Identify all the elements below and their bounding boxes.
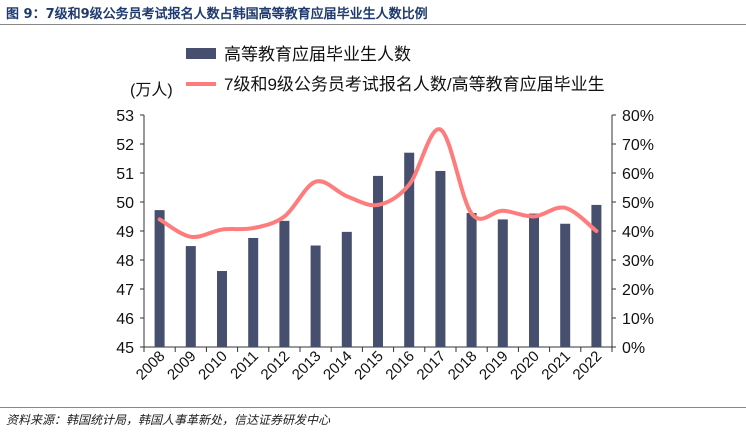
left-tick-label: 51 [116, 166, 134, 183]
x-tick-label: 2008 [133, 348, 169, 384]
x-tick-label: 2021 [538, 348, 574, 384]
left-tick-label: 46 [116, 311, 134, 328]
right-tick-label: 60% [622, 166, 654, 183]
bar-2020 [529, 213, 539, 347]
right-tick-label: 0% [622, 340, 645, 357]
x-tick-label: 2018 [445, 348, 481, 384]
left-tick-label: 47 [116, 282, 134, 299]
bar-2015 [373, 175, 383, 347]
left-axis-label: (万人) [130, 81, 173, 99]
bar-2022 [591, 204, 602, 347]
right-tick-label: 50% [622, 195, 654, 212]
chart-title: 图 9：7级和9级公务员考试报名人数占韩国高等教育应届毕业生人数比例 [6, 7, 428, 22]
bar-2008 [154, 210, 165, 347]
source-divider [0, 407, 746, 408]
x-tick-label: 2013 [289, 348, 325, 384]
right-tick-label: 80% [622, 108, 654, 125]
x-tick-label: 2020 [507, 348, 543, 384]
bar-2017 [435, 170, 446, 347]
bar-2010 [217, 271, 227, 347]
left-tick-label: 48 [116, 253, 134, 270]
right-tick-label: 70% [622, 137, 654, 154]
bar-2021 [560, 223, 571, 347]
x-tick-label: 2022 [570, 348, 606, 384]
x-tick-label: 2017 [414, 348, 450, 384]
bar-2011 [248, 237, 259, 347]
legend-line-label: 7级和9级公务员考试报名人数/高等教育应届毕业生 [224, 75, 605, 94]
source-note: 资料来源：韩国统计局，韩国人事革新处，信达证券研发中心 [6, 413, 331, 427]
bar-2016 [404, 152, 415, 347]
x-tick-label: 2011 [227, 348, 262, 383]
left-tick-label: 53 [116, 108, 134, 125]
right-tick-label: 10% [622, 311, 654, 328]
right-tick-label: 30% [622, 253, 654, 270]
x-tick-label: 2016 [382, 348, 418, 384]
x-tick-label: 2010 [195, 348, 231, 384]
left-tick-label: 52 [116, 137, 134, 154]
left-tick-label: 45 [116, 340, 134, 357]
left-tick-label: 50 [116, 195, 134, 212]
legend-bar-label: 高等教育应届毕业生人数 [224, 45, 411, 64]
bar-2019 [497, 219, 508, 347]
x-tick-label: 2009 [164, 348, 200, 384]
bar-2013 [310, 245, 321, 347]
x-tick-label: 2014 [320, 348, 356, 384]
ratio-line [157, 127, 599, 240]
x-tick-label: 2015 [351, 348, 387, 384]
bar-2012 [279, 220, 290, 347]
right-tick-label: 20% [622, 282, 654, 299]
bar-2009 [185, 246, 196, 347]
legend-bar-swatch [186, 48, 216, 59]
right-tick-label: 40% [622, 224, 654, 241]
title-divider [0, 24, 746, 25]
bar-2014 [341, 231, 352, 347]
left-tick-label: 49 [116, 224, 134, 241]
x-tick-label: 2019 [476, 348, 512, 384]
x-tick-label: 2012 [258, 348, 294, 384]
bar-2018 [466, 213, 477, 347]
